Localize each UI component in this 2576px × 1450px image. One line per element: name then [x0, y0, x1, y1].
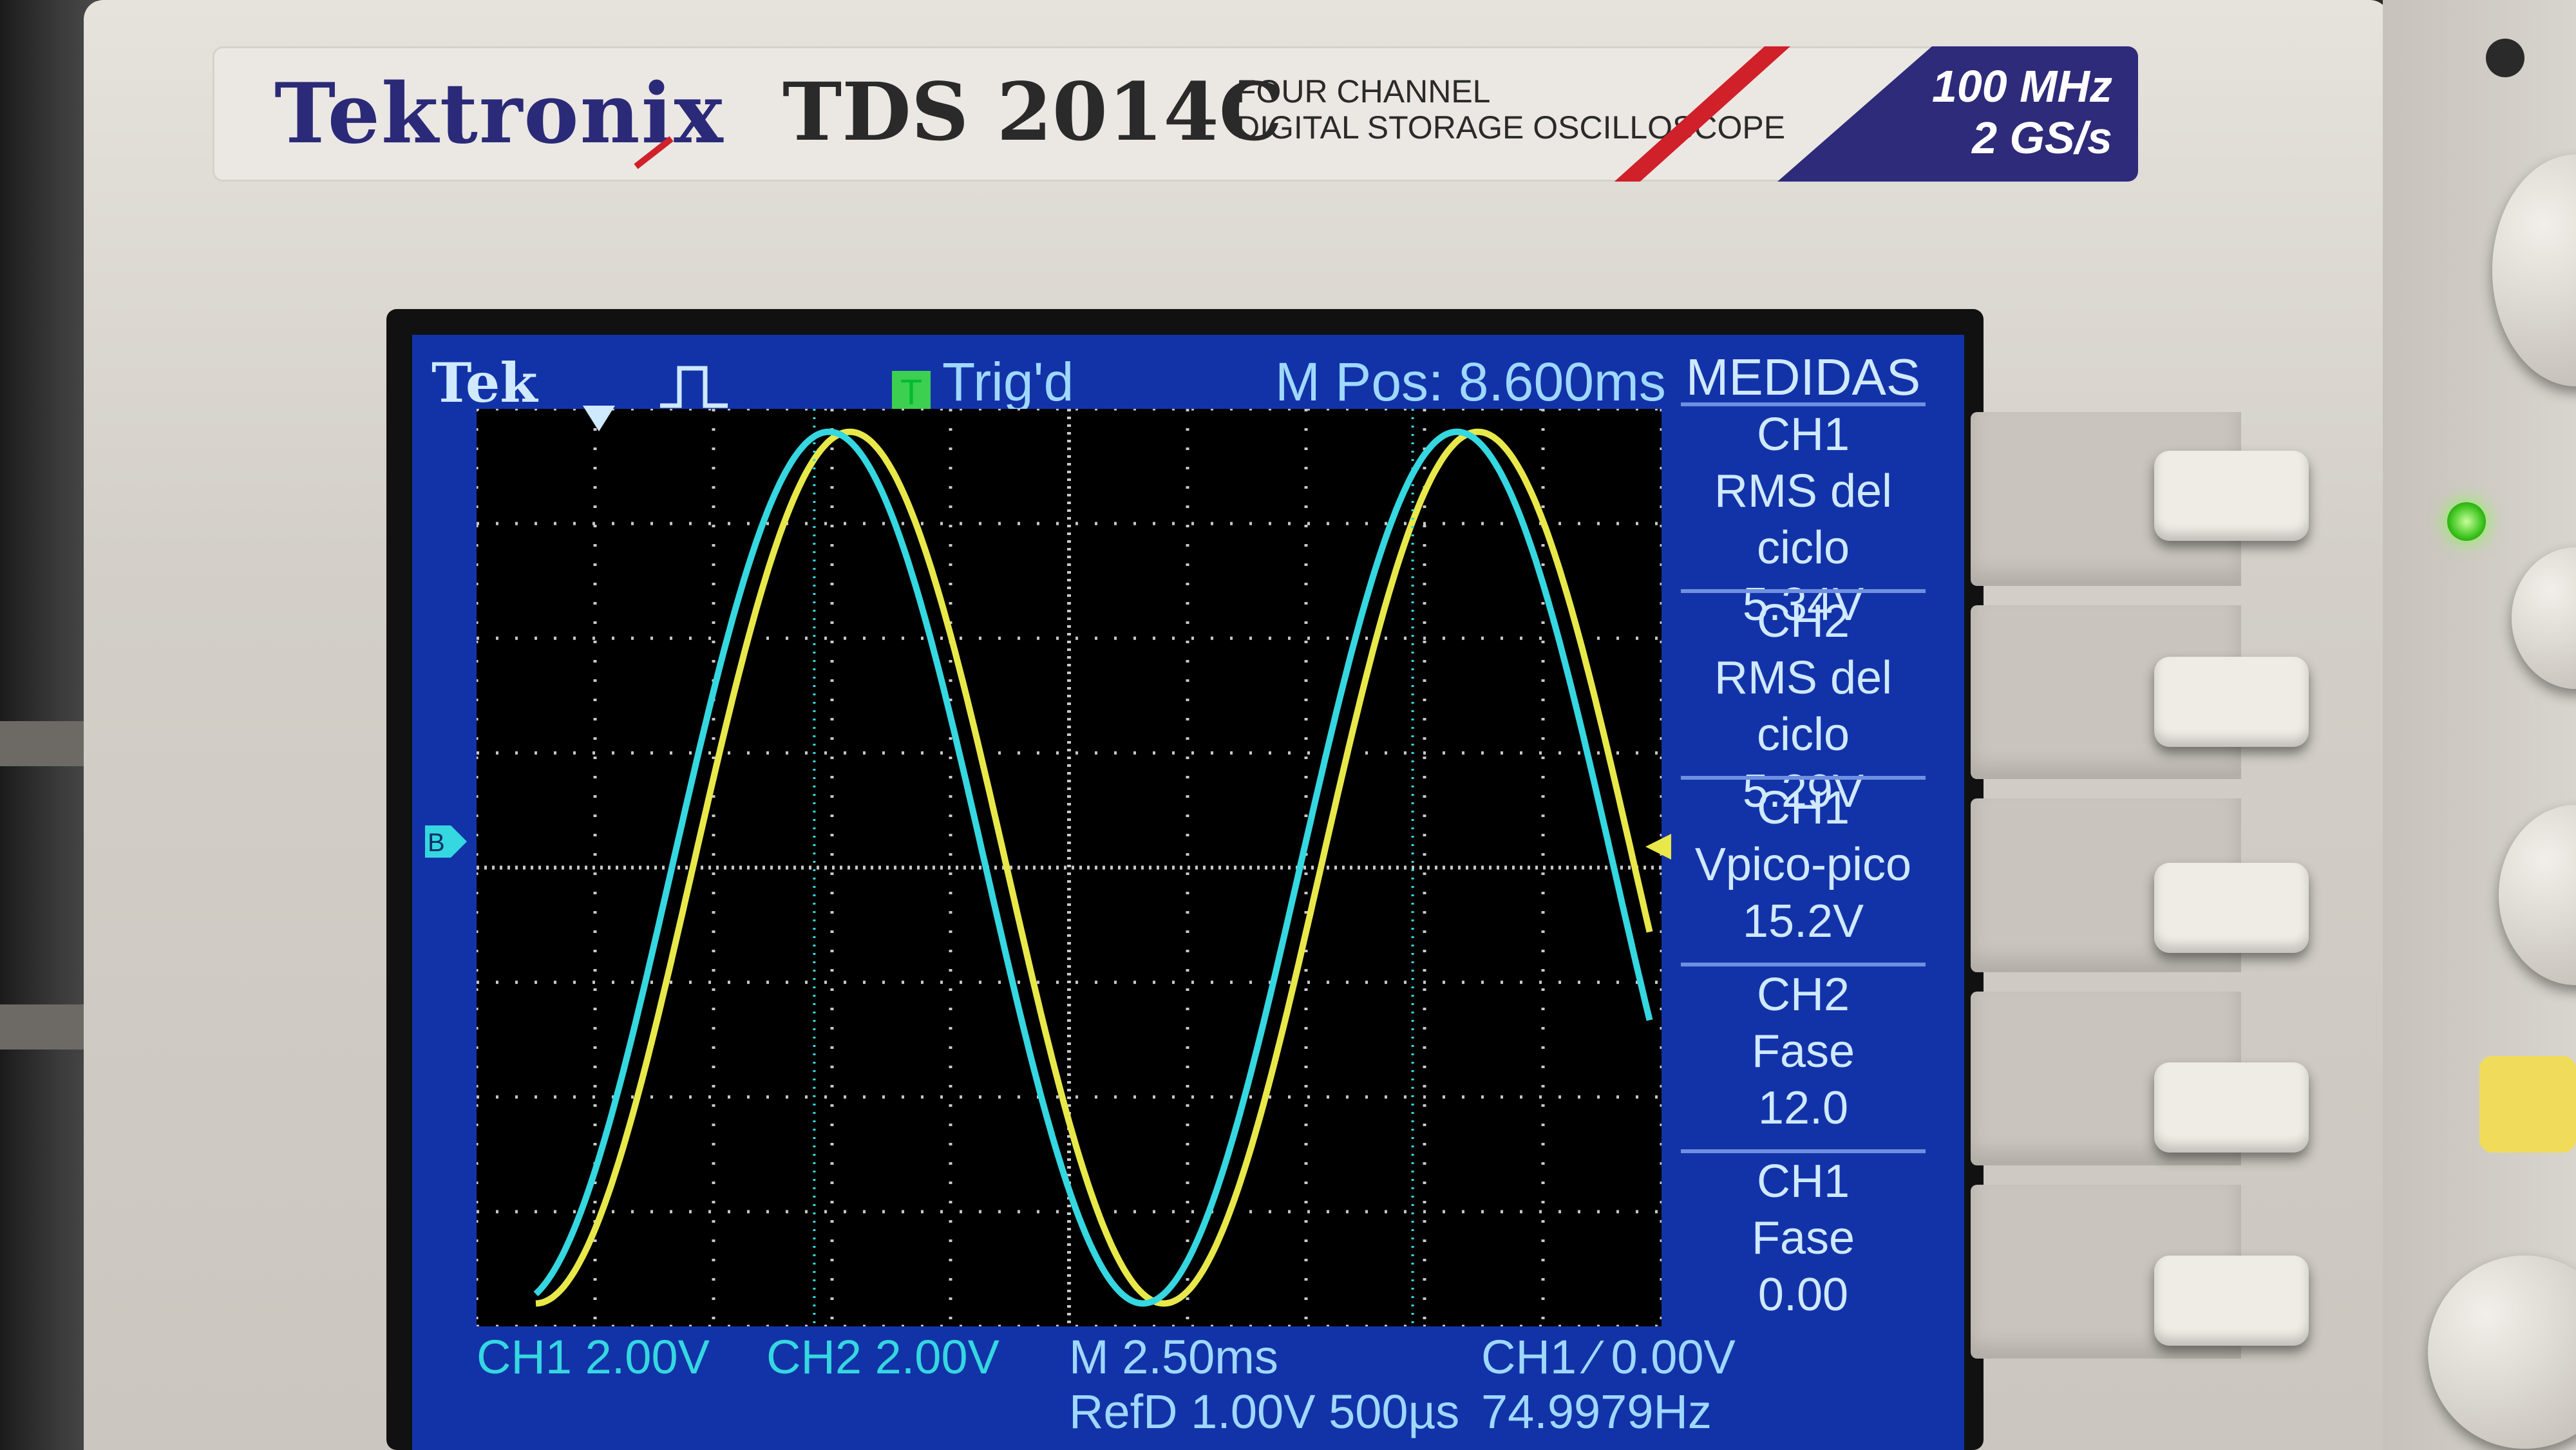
trigger-level-marker — [1645, 834, 1671, 860]
menu-title: MEDIDAS — [1685, 348, 1921, 406]
frequency-readout: 74.9979Hz — [1481, 1385, 1712, 1438]
trigger-info: CH1 ∕ 0.00V — [1481, 1330, 1736, 1384]
control-knob[interactable] — [2428, 1256, 2576, 1449]
spec-text: 100 MHz 2 GS/s — [1932, 61, 2112, 164]
measurement-ch2-rms[interactable]: CH2 RMS del ciclo 5.29V — [1681, 589, 1926, 817]
measurement-menu: MEDIDAS CH1 RMS del ciclo 5.34V CH2 RMS … — [1681, 348, 1926, 1349]
measurement-value: 15.2V — [1742, 896, 1864, 947]
measurement-ch1-vpp[interactable]: CH1 Vpico-pico 15.2V — [1681, 776, 1926, 954]
measurement-source: CH1 — [1756, 1156, 1850, 1207]
tek-logo: Tek — [431, 351, 538, 415]
trigger-status: T Trig'd — [892, 351, 1074, 413]
reference-waveform: RefD 1.00V 500µs — [1069, 1385, 1460, 1438]
display-screen: Tek T Trig'd M Pos: 8.600ms B MEDIDAS CH… — [412, 335, 1964, 1450]
option-button-2[interactable] — [2154, 657, 2309, 747]
measurement-source: CH2 — [1756, 596, 1850, 647]
bandwidth-label: 100 MHz — [1931, 61, 2112, 111]
trigger-icon: T — [892, 371, 931, 413]
option-button-1[interactable] — [2154, 451, 2309, 541]
subtitle-line-1: FOUR CHANNEL — [1236, 73, 1491, 109]
header-label: Tektronix TDS 2014C FOUR CHANNEL DIGITAL… — [213, 46, 2138, 182]
trigger-position-marker — [583, 406, 615, 431]
yellow-button[interactable] — [2479, 1056, 2576, 1153]
measurement-type: RMS del ciclo — [1714, 652, 1893, 760]
measurement-ch1-phase[interactable]: CH1 Fase 0.00 — [1681, 1149, 1926, 1327]
waveform-graticule — [475, 407, 1663, 1328]
pulse-icon — [660, 366, 728, 408]
measurement-type: Vpico-pico — [1694, 839, 1912, 890]
measurement-source: CH1 — [1756, 782, 1850, 834]
measurement-value: 0.00 — [1757, 1269, 1849, 1321]
option-button-3[interactable] — [2154, 863, 2309, 953]
trigger-state: Trig'd — [942, 352, 1074, 412]
ch1-scale: CH1 2.00V — [477, 1330, 710, 1384]
measurement-value: 12.0 — [1757, 1082, 1849, 1134]
brand-logo: Tektronix — [274, 66, 724, 162]
status-led — [2447, 502, 2486, 541]
measurement-type: Fase — [1751, 1212, 1855, 1264]
measurement-value: 5.29V — [1742, 766, 1864, 817]
background-shelf — [0, 1004, 97, 1050]
ch2-waveform — [533, 428, 1653, 1307]
waveform-plot — [475, 407, 1663, 1328]
background-shelf — [0, 721, 97, 766]
option-button-4[interactable] — [2154, 1062, 2309, 1153]
horizontal-position: M Pos: 8.600ms — [1275, 352, 1666, 412]
timebase: M 2.50ms — [1069, 1330, 1278, 1384]
measurement-source: CH1 — [1756, 409, 1850, 460]
ground-marker: B — [425, 825, 467, 858]
measurement-source: CH2 — [1756, 969, 1850, 1021]
measurement-type: RMS del ciclo — [1714, 466, 1893, 574]
ch2-scale: CH2 2.00V — [766, 1330, 999, 1384]
measurement-ch1-rms[interactable]: CH1 RMS del ciclo 5.34V — [1681, 402, 1926, 630]
model-name: TDS 2014C — [782, 66, 1283, 159]
sample-rate-label: 2 GS/s — [1972, 113, 2112, 163]
menu-button-panel — [1971, 399, 2309, 1450]
measurement-value: 5.34V — [1742, 579, 1864, 630]
svg-text:B: B — [428, 829, 445, 857]
option-button-5[interactable] — [2154, 1256, 2309, 1346]
background-left — [0, 0, 97, 1450]
measurement-type: Fase — [1751, 1026, 1855, 1077]
measurement-ch2-phase[interactable]: CH2 Fase 12.0 — [1681, 963, 1926, 1140]
power-indicator — [2486, 39, 2524, 77]
